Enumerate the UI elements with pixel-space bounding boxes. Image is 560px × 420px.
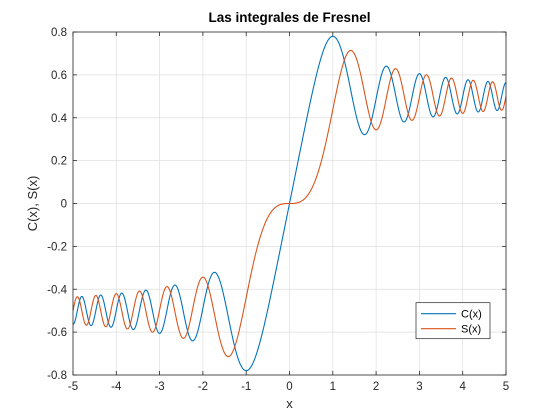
y-tick-label: 0.6 [51, 70, 67, 82]
x-tick-label: 4 [459, 381, 466, 393]
x-tick-label: 1 [330, 381, 336, 393]
x-tick-label: 3 [416, 381, 422, 393]
y-tick-label: 0.8 [51, 27, 67, 39]
legend-box [415, 302, 491, 340]
y-tick-label: 0 [61, 199, 67, 211]
chart-title: Las integrales de Fresnel [208, 10, 370, 25]
y-tick-label: -0.6 [47, 327, 67, 339]
y-tick-label: -0.2 [47, 241, 67, 253]
x-axis-label: x [286, 396, 293, 411]
x-tick-label: -1 [241, 381, 251, 393]
x-tick-label: 5 [503, 381, 509, 393]
y-tick-label: -0.8 [47, 370, 67, 382]
x-tick-label: -5 [68, 381, 78, 393]
x-tick-label: -3 [154, 381, 164, 393]
legend-entry: C(x) [461, 309, 482, 321]
legend: C(x) S(x) [415, 302, 491, 340]
series-line-sx [72, 49, 507, 358]
y-tick-label: 0.2 [51, 156, 67, 168]
y-tick-label: -0.4 [47, 284, 67, 296]
x-tick-label: -2 [198, 381, 208, 393]
tick-labels: -5 -4 -3 -2 -1 0 1 2 3 4 5 -0.8 -0.6 -0.4 -0.2 0 0.2 0.4 0… [47, 27, 509, 393]
series-group [72, 35, 507, 372]
y-axis-label: C(x), S(x) [25, 176, 40, 232]
x-tick-label: 2 [373, 381, 379, 393]
ticks [72, 31, 507, 376]
x-tick-label: 0 [286, 381, 292, 393]
legend-entry: S(x) [461, 324, 481, 336]
y-tick-label: 0.4 [51, 113, 68, 125]
x-tick-label: -4 [111, 381, 122, 393]
